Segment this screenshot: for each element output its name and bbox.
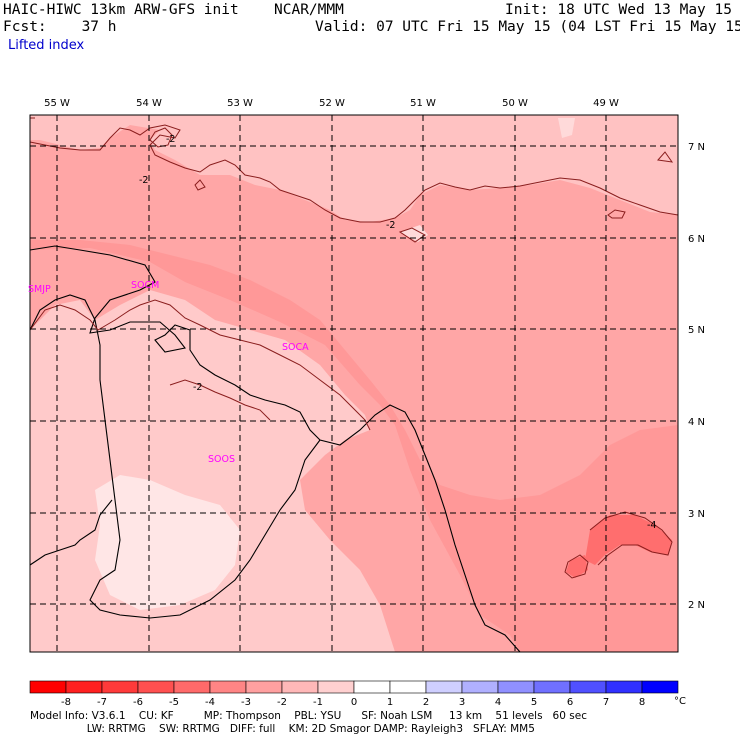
lon-label: 49 W (593, 98, 619, 109)
colorbar-swatch (389, 680, 427, 694)
colorbar-swatch (245, 680, 283, 694)
coastline (29, 245, 521, 653)
contour-label: -2 (193, 382, 202, 393)
colorbar-ticks: -8 -7 -6 -5 -4 -3 -2 -1 0 1 2 3 4 5 6 7 8 (61, 697, 645, 708)
colorbar-swatch (101, 680, 139, 694)
colorbar-tick-label: -3 (241, 697, 251, 708)
colorbar-tick-label: -7 (97, 697, 107, 708)
colorbar-swatch (65, 680, 103, 694)
colorbar-swatch (173, 680, 211, 694)
colorbar-swatch (605, 680, 643, 694)
lon-label: 53 W (227, 98, 253, 109)
lon-label: 51 W (410, 98, 436, 109)
colorbar-tick-label: 3 (459, 697, 465, 708)
model-title: HAIC-HIWC 13km ARW-GFS init (3, 2, 239, 18)
colorbar-swatch (497, 680, 535, 694)
lon-label: 52 W (319, 98, 345, 109)
lat-label: 4 N (688, 417, 705, 428)
contour-label: -2 (386, 220, 395, 231)
lon-label: 55 W (44, 98, 70, 109)
contour-label: -2 (139, 175, 148, 186)
colorbar-tick-label: -4 (205, 697, 215, 708)
colorbar-unit: °C (674, 696, 686, 707)
colorbar-tick-label: 0 (351, 697, 357, 708)
shade-coastal-band (30, 240, 678, 652)
colorbar-swatch (353, 680, 391, 694)
colorbar-swatch (461, 680, 499, 694)
shade-cell-minus4-b (566, 555, 588, 578)
field-name: Lifted index (8, 38, 85, 53)
lat-label: 5 N (688, 325, 705, 336)
colorbar (29, 680, 679, 694)
station-soos: SOOS (208, 454, 235, 465)
station-socm: SOCM (131, 280, 159, 291)
model-info-line1: Model Info: V3.6.1 CU: KF MP: Thompson P… (30, 710, 587, 722)
lat-label: 2 N (688, 600, 705, 611)
map-frame (29, 114, 679, 653)
colorbar-tick-label: 1 (387, 697, 393, 708)
colorbar-tick-label: -8 (61, 697, 71, 708)
colorbar-swatch (137, 680, 175, 694)
colorbar-tick-label: 5 (531, 697, 537, 708)
colorbar-swatch (641, 680, 679, 694)
shade-cell-minus4 (585, 515, 672, 565)
colorbar-tick-label: 4 (495, 697, 501, 708)
lat-label: 6 N (688, 234, 705, 245)
contour-label: -2 (166, 134, 175, 145)
colorbar-swatch (281, 680, 319, 694)
colorbar-tick-label: 7 (603, 697, 609, 708)
lon-labels: 55 W 54 W 53 W 52 W 51 W 50 W 49 W (44, 98, 619, 109)
colorbar-tick-label: -6 (133, 697, 143, 708)
contour-label: -4 (647, 520, 656, 531)
lon-label: 54 W (136, 98, 162, 109)
colorbar-swatch (29, 680, 67, 694)
valid-time: Valid: 07 UTC Fri 15 May 15 (04 LST Fri … (315, 19, 740, 35)
colorbar-tick-label: -2 (277, 697, 287, 708)
model-info-line2: LW: RRTMG SW: RRTMG DIFF: full KM: 2D Sm… (30, 723, 535, 735)
shade-light-patch-n1 (558, 118, 575, 138)
colorbar-swatch (209, 680, 247, 694)
contour-value-labels: -2 -2 -2 -2 -4 (139, 134, 656, 531)
lat-label: 7 N (688, 142, 705, 153)
lon-label: 50 W (502, 98, 528, 109)
station-smjp: SMJP (28, 284, 51, 295)
colorbar-tick-label: 2 (423, 697, 429, 708)
colorbar-swatch (533, 680, 571, 694)
colorbar-tick-label: 8 (639, 697, 645, 708)
colorbar-tick-label: -5 (169, 697, 179, 708)
init-time: Init: 18 UTC Wed 13 May 15 (505, 2, 732, 18)
graticule (30, 115, 678, 652)
lat-labels: 7 N 6 N 5 N 4 N 3 N 2 N (688, 142, 705, 611)
org-label: NCAR/MMM (274, 2, 344, 18)
shade-land-lightest (95, 475, 240, 610)
colorbar-swatch (317, 680, 355, 694)
colorbar-swatch (425, 680, 463, 694)
contour-lines (29, 117, 679, 579)
colorbar-swatch (569, 680, 607, 694)
station-labels: SMJP SOCM SOCA SOOS (28, 280, 309, 465)
lat-label: 3 N (688, 509, 705, 520)
colorbar-tick-label: -1 (313, 697, 323, 708)
shade-ocean-north (30, 115, 678, 222)
colorbar-tick-label: 6 (567, 697, 573, 708)
station-soca: SOCA (282, 342, 309, 353)
forecast-hour: Fcst: 37 h (3, 19, 117, 35)
